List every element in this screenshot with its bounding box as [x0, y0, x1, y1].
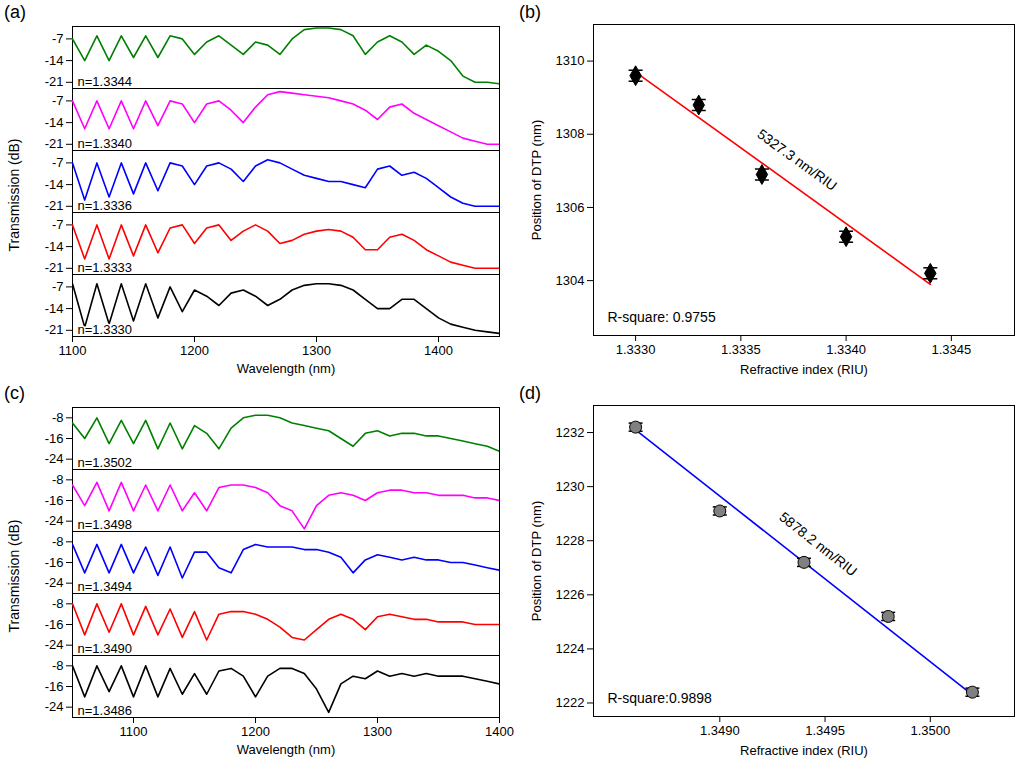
svg-text:Refractive index (RIU): Refractive index (RIU) — [740, 362, 868, 377]
svg-text:-16: -16 — [45, 493, 64, 508]
svg-text:-8: -8 — [52, 658, 64, 673]
svg-text:1400: 1400 — [485, 724, 514, 739]
html-text:(d): (d) — [519, 383, 541, 403]
svg-text:1100: 1100 — [59, 343, 87, 358]
svg-text:1230: 1230 — [556, 479, 585, 494]
svg-text:-16: -16 — [45, 555, 64, 570]
svg-text:n=1.3344: n=1.3344 — [78, 74, 133, 89]
svg-text:n=1.3330: n=1.3330 — [78, 322, 133, 337]
svg-text:1.3335: 1.3335 — [721, 342, 761, 357]
svg-text:-24: -24 — [45, 451, 64, 466]
svg-text:-14: -14 — [45, 177, 64, 192]
svg-text:1.3495: 1.3495 — [805, 723, 845, 738]
svg-text:Position of DTP (nm): Position of DTP (nm) — [529, 501, 544, 621]
svg-text:-8: -8 — [52, 410, 64, 425]
svg-text:Refractive index (RIU): Refractive index (RIU) — [740, 743, 868, 758]
svg-text:n=1.3502: n=1.3502 — [78, 455, 133, 470]
svg-text:R-square:0.9898: R-square:0.9898 — [608, 690, 713, 706]
svg-text:-24: -24 — [45, 699, 64, 714]
svg-text:R-square: 0.9755: R-square: 0.9755 — [608, 309, 716, 325]
svg-text:n=1.3498: n=1.3498 — [78, 517, 133, 532]
svg-text:-16: -16 — [45, 679, 64, 694]
svg-text:-14: -14 — [45, 115, 64, 130]
svg-text:-21: -21 — [45, 260, 64, 275]
svg-text:-21: -21 — [45, 322, 64, 337]
svg-text:1300: 1300 — [302, 343, 331, 358]
svg-text:-24: -24 — [45, 513, 64, 528]
svg-text:-7: -7 — [52, 93, 64, 108]
svg-text:Position of DTP (nm): Position of DTP (nm) — [529, 120, 544, 240]
svg-text:-21: -21 — [45, 136, 64, 151]
svg-text:-16: -16 — [45, 617, 64, 632]
svg-text:1228: 1228 — [556, 533, 585, 548]
svg-text:Wavelength (nm): Wavelength (nm) — [237, 742, 336, 757]
html-text:Transmission (dB): Transmission (dB) — [6, 519, 22, 633]
svg-text:1.3500: 1.3500 — [910, 723, 950, 738]
svg-text:1100: 1100 — [120, 724, 148, 739]
svg-text:n=1.3340: n=1.3340 — [78, 136, 133, 151]
svg-text:-8: -8 — [52, 472, 64, 487]
svg-text:n=1.3494: n=1.3494 — [78, 579, 133, 594]
html-text:(a): (a) — [4, 2, 26, 22]
svg-text:-7: -7 — [52, 279, 64, 294]
svg-text:1.3330: 1.3330 — [616, 342, 656, 357]
svg-text:1200: 1200 — [180, 343, 209, 358]
svg-text:1304: 1304 — [556, 273, 585, 288]
svg-text:-21: -21 — [45, 74, 64, 89]
svg-text:-24: -24 — [45, 575, 64, 590]
svg-text:5327.3 nm/RIU: 5327.3 nm/RIU — [754, 126, 840, 194]
svg-text:-8: -8 — [52, 534, 64, 549]
svg-text:1308: 1308 — [556, 126, 585, 141]
svg-text:5878.2 nm/RIU: 5878.2 nm/RIU — [776, 509, 860, 580]
svg-text:-14: -14 — [45, 53, 64, 68]
svg-text:n=1.3486: n=1.3486 — [78, 703, 133, 718]
svg-text:1310: 1310 — [556, 53, 585, 68]
svg-text:1232: 1232 — [556, 425, 585, 440]
svg-text:-14: -14 — [45, 239, 64, 254]
svg-text:1200: 1200 — [241, 724, 270, 739]
svg-text:-21: -21 — [45, 198, 64, 213]
svg-text:n=1.3490: n=1.3490 — [78, 641, 133, 656]
html-text:Transmission (dB): Transmission (dB) — [6, 138, 22, 252]
svg-text:Wavelength (nm): Wavelength (nm) — [237, 361, 336, 376]
svg-text:-16: -16 — [45, 431, 64, 446]
svg-text:1.3345: 1.3345 — [931, 342, 971, 357]
svg-text:1.3340: 1.3340 — [826, 342, 866, 357]
svg-text:n=1.3336: n=1.3336 — [78, 198, 133, 213]
svg-text:1306: 1306 — [556, 200, 585, 215]
svg-text:1300: 1300 — [363, 724, 392, 739]
svg-text:-8: -8 — [52, 596, 64, 611]
svg-text:1400: 1400 — [424, 343, 453, 358]
svg-text:-7: -7 — [52, 31, 64, 46]
svg-text:-14: -14 — [45, 301, 64, 316]
svg-text:n=1.3333: n=1.3333 — [78, 260, 133, 275]
svg-text:-7: -7 — [52, 155, 64, 170]
svg-text:-7: -7 — [52, 217, 64, 232]
svg-text:1224: 1224 — [556, 641, 585, 656]
html-text:(b): (b) — [519, 2, 541, 22]
svg-text:-24: -24 — [45, 637, 64, 652]
svg-text:1226: 1226 — [556, 587, 585, 602]
svg-text:1222: 1222 — [556, 695, 585, 710]
svg-text:1.3490: 1.3490 — [700, 723, 740, 738]
html-text:(c): (c) — [4, 383, 25, 403]
